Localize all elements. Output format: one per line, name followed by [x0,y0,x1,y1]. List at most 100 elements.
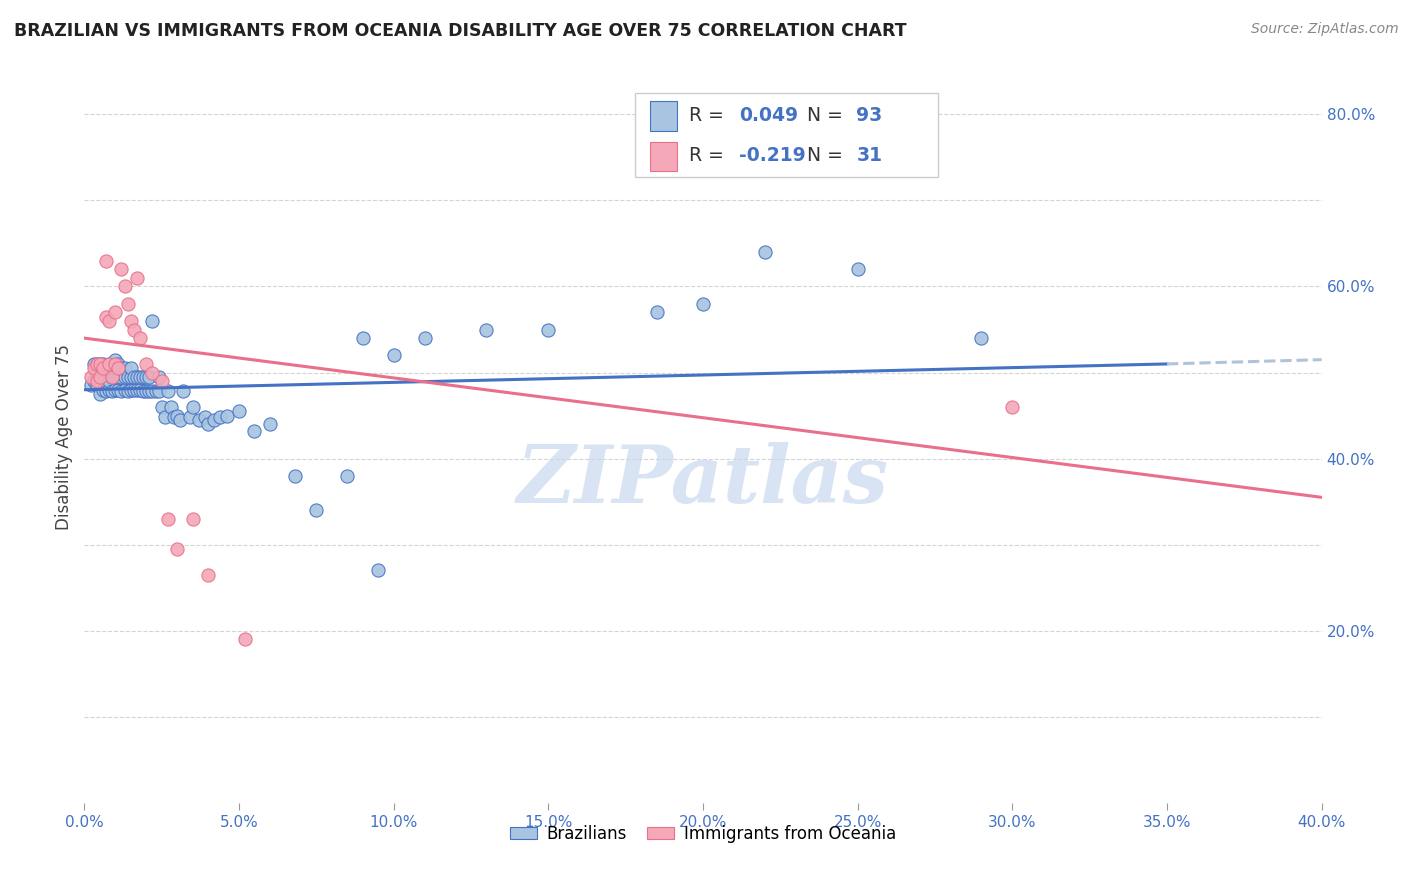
Point [89,374,111,388]
Point [475,322,498,336]
Point [145,384,167,399]
Point [132,384,155,399]
Text: -0.219: -0.219 [740,146,806,165]
Point [1001,400,1024,414]
Point [135,357,157,371]
Point [202,413,225,427]
Point [125,271,148,285]
Point [89,357,111,371]
Point [94,369,117,384]
Point [107,369,129,384]
Point [166,541,188,556]
Point [114,279,136,293]
Point [141,384,163,399]
Point [129,369,152,384]
Point [181,400,204,414]
Point [352,331,374,345]
Point [89,357,111,371]
Point [181,512,204,526]
Point [94,310,117,324]
Point [413,331,436,345]
Point [89,387,111,401]
Point [150,374,173,388]
Point [970,331,993,345]
Point [215,409,238,423]
Point [114,369,136,384]
Point [692,296,714,310]
Point [104,357,127,371]
Text: 93: 93 [856,106,883,125]
Point [122,322,145,336]
Point [91,366,114,380]
Point [110,262,132,277]
Point [94,384,117,399]
Point [101,361,124,376]
Point [98,383,121,397]
Point [86,374,108,388]
Point [259,417,281,432]
Point [187,413,209,427]
Point [284,468,307,483]
Y-axis label: Disability Age Over 75: Disability Age Over 75 [55,344,73,530]
Point [104,352,127,367]
Point [125,383,148,397]
Point [86,378,108,392]
Point [122,383,145,397]
Point [194,410,217,425]
Point [98,366,121,380]
Point [163,410,186,425]
Point [120,314,142,328]
FancyBboxPatch shape [636,94,938,178]
Point [135,369,157,384]
Point [228,404,250,418]
Text: Source: ZipAtlas.com: Source: ZipAtlas.com [1251,22,1399,37]
Point [104,305,127,319]
Point [120,361,142,376]
Point [98,314,121,328]
Point [148,369,170,384]
Point [83,361,105,376]
Point [138,369,160,384]
Point [89,369,111,384]
Point [83,357,105,371]
Point [754,245,776,260]
Point [98,374,121,388]
Point [645,305,668,319]
Point [166,409,188,423]
Point [114,383,136,397]
Point [367,564,389,578]
Point [98,357,121,371]
Point [209,410,232,425]
Point [179,410,201,425]
Point [172,384,194,399]
Point [117,369,139,384]
Point [94,374,117,388]
Legend: Brazilians, Immigrants from Oceania: Brazilians, Immigrants from Oceania [503,818,903,849]
Point [117,296,139,310]
Text: ZIPatlas: ZIPatlas [517,442,889,520]
Point [114,361,136,376]
Text: 0.049: 0.049 [740,106,799,125]
Point [153,410,176,425]
Point [197,567,219,582]
FancyBboxPatch shape [650,142,678,171]
Point [79,378,101,392]
Point [89,361,111,376]
Point [129,383,152,397]
Text: N =: N = [807,146,849,165]
Point [110,361,132,376]
Point [117,384,139,399]
FancyBboxPatch shape [650,102,678,130]
Point [110,369,132,384]
Point [94,253,117,268]
Point [98,357,121,371]
Point [148,384,170,399]
Point [846,262,869,277]
Point [104,383,127,397]
Point [150,400,173,414]
Point [141,366,163,380]
Point [86,357,108,371]
Point [138,384,160,399]
Point [79,369,101,384]
Point [243,424,266,438]
